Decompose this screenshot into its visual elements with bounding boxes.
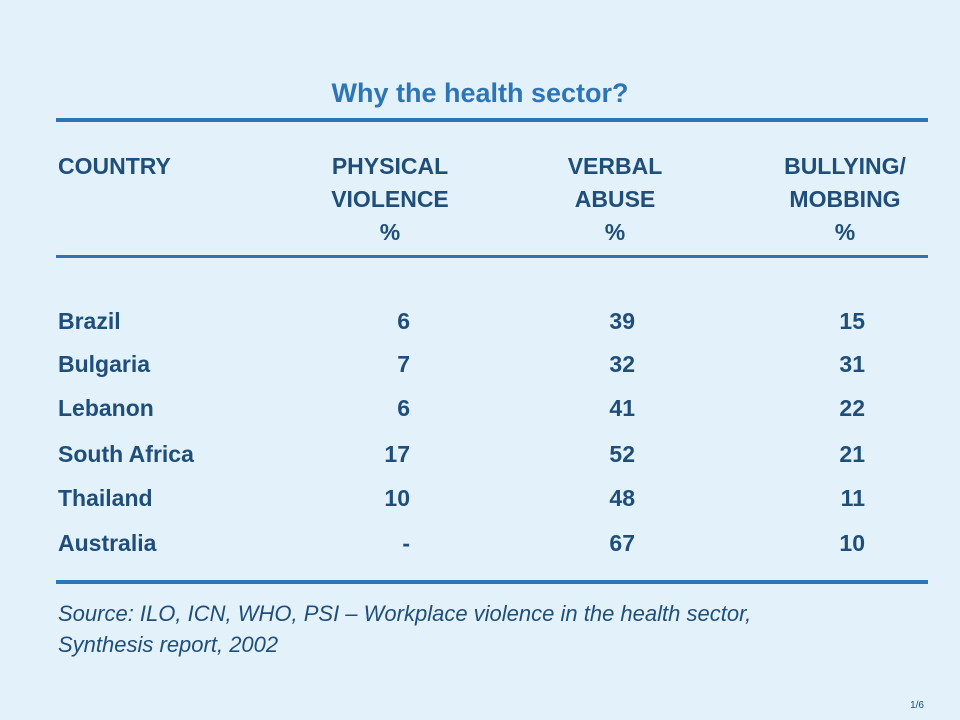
row-bullying: 22	[839, 395, 865, 421]
bottom-divider	[56, 580, 928, 584]
header-bullying-line2: MOBBING	[789, 186, 901, 212]
slide-title: Why the health sector?	[331, 78, 629, 108]
row-physical: 6	[397, 308, 410, 334]
header-bullying-line1: BULLYING/	[784, 153, 906, 179]
row-bullying: 31	[839, 351, 865, 377]
row-verbal: 67	[609, 530, 635, 556]
row-bullying: 11	[840, 485, 865, 511]
source-citation: Source: ILO, ICN, WHO, PSI – Workplace v…	[58, 598, 928, 660]
header-physical-unit: %	[379, 219, 401, 245]
table-row: Bulgaria 7 32 31	[0, 351, 960, 385]
header-country: COUNTRY	[58, 153, 171, 179]
page-number: 1/6	[910, 700, 924, 711]
source-line-2: Synthesis report, 2002	[58, 632, 279, 657]
row-bullying: 10	[839, 530, 865, 556]
header-physical-line2: VIOLENCE	[331, 186, 449, 212]
header-verbal-abuse: VERBAL ABUSE %	[515, 150, 715, 249]
table-row: Australia - 67 10	[0, 530, 960, 564]
row-verbal: 52	[609, 441, 635, 467]
header-verbal-line2: ABUSE	[574, 186, 656, 212]
table-row: South Africa 17 52 21	[0, 441, 960, 475]
row-verbal: 48	[609, 485, 635, 511]
header-verbal-line1: VERBAL	[567, 153, 663, 179]
header-physical-line1: PHYSICAL	[331, 153, 449, 179]
source-line-1: Source: ILO, ICN, WHO, PSI – Workplace v…	[58, 601, 752, 626]
row-verbal: 41	[609, 395, 635, 421]
table-row: Lebanon 6 41 22	[0, 395, 960, 429]
row-physical: -	[402, 530, 410, 556]
header-verbal-unit: %	[604, 219, 626, 245]
table-row: Thailand 10 48 11	[0, 485, 960, 519]
row-verbal: 39	[609, 308, 635, 334]
header-bullying-mobbing: BULLYING/ MOBBING %	[745, 150, 945, 249]
row-physical: 17	[384, 441, 410, 467]
row-country: South Africa	[58, 441, 194, 467]
row-country: Australia	[58, 530, 157, 556]
row-physical: 7	[397, 351, 410, 377]
top-divider	[56, 118, 928, 122]
header-bullying-unit: %	[834, 219, 856, 245]
row-country: Thailand	[58, 485, 153, 511]
row-country: Brazil	[58, 308, 121, 334]
table-row: Brazil 6 39 15	[0, 308, 960, 342]
header-physical-violence: PHYSICAL VIOLENCE %	[290, 150, 490, 249]
header-divider	[56, 255, 928, 258]
row-verbal: 32	[609, 351, 635, 377]
row-bullying: 15	[839, 308, 865, 334]
row-country: Lebanon	[58, 395, 154, 421]
row-bullying: 21	[839, 441, 865, 467]
row-country: Bulgaria	[58, 351, 151, 377]
row-physical: 10	[384, 485, 410, 511]
row-physical: 6	[397, 395, 410, 421]
